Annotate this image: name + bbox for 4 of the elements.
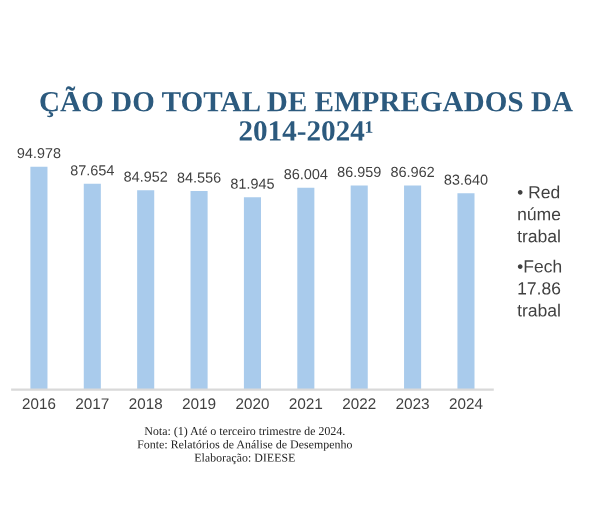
text: • Red núme trabal — [517, 185, 561, 243]
chart-subtitle: 2014-2024¹ — [239, 121, 373, 141]
text: •Fech 17.86 trabal — [517, 259, 562, 317]
chart-title: ÇÃO DO TOTAL DE EMPREGADOS DA — [40, 86, 573, 118]
